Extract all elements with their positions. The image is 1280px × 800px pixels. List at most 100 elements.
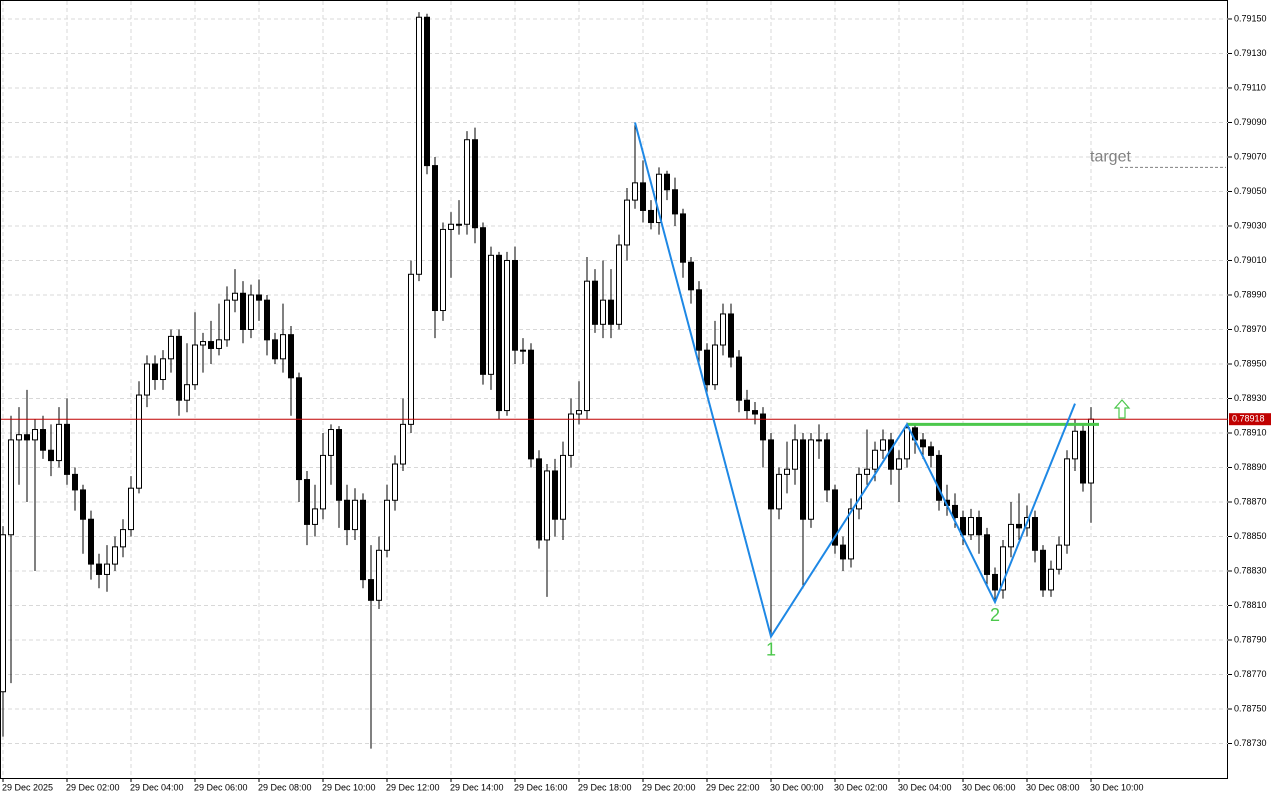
candle-body (280, 334, 286, 360)
x-tick-label: 30 Dec 00:00 (770, 782, 824, 792)
candle-body (680, 213, 686, 263)
candle-body (184, 384, 190, 401)
candle-body (336, 429, 342, 501)
x-tick-label: 29 Dec 16:00 (514, 782, 568, 792)
y-tick-label: 0.78870 (1234, 496, 1267, 506)
candle-body (968, 517, 974, 536)
candle-body (560, 454, 566, 520)
x-tick-label: 30 Dec 06:00 (962, 782, 1016, 792)
candle-body (592, 280, 598, 325)
x-tick-label: 29 Dec 2025 (2, 782, 53, 792)
candle-body (824, 439, 830, 491)
x-tick-label: 29 Dec 18:00 (578, 782, 632, 792)
y-tick-label: 0.78830 (1234, 565, 1267, 575)
candle-body (96, 563, 102, 575)
candle-body (856, 473, 862, 510)
candle-body (768, 439, 774, 510)
x-tick-label: 30 Dec 10:00 (1090, 782, 1144, 792)
candle-body (432, 165, 438, 312)
candle-body (112, 546, 118, 565)
x-tick-label: 29 Dec 08:00 (258, 782, 312, 792)
candle-body (696, 289, 702, 351)
candle-body (144, 363, 150, 396)
candle-body (24, 434, 30, 441)
candle-body (792, 439, 798, 470)
candle-body (344, 499, 350, 531)
candle-body (760, 413, 766, 441)
candle-body (600, 299, 606, 325)
candle-body (800, 439, 806, 520)
candle-body (728, 313, 734, 358)
candle-body (128, 487, 134, 531)
x-tick-label: 29 Dec 04:00 (130, 782, 184, 792)
candle-body (72, 473, 78, 491)
x-tick-label: 29 Dec 14:00 (450, 782, 504, 792)
y-tick-label: 0.79110 (1234, 82, 1266, 92)
candle-body (1032, 517, 1038, 551)
buy-arrow (1113, 399, 1131, 419)
candle-body (168, 335, 174, 360)
candle-body (208, 341, 214, 349)
candle-body (0, 534, 6, 693)
y-tick-label: 0.78890 (1234, 462, 1267, 472)
candle-body (832, 489, 838, 546)
candle-body (632, 182, 638, 201)
grid (1, 1, 1228, 778)
candle-body (472, 139, 478, 229)
candle-body (408, 273, 414, 425)
candle-body (608, 299, 614, 325)
candle-body (424, 16, 430, 167)
candle-body (224, 299, 230, 341)
y-tick-label: 0.79030 (1234, 220, 1267, 230)
candle-body (552, 470, 558, 520)
candle-body (896, 458, 902, 470)
candle-body (456, 223, 462, 226)
candle-body (40, 429, 46, 451)
pattern-point-label: 2 (990, 605, 1000, 625)
candle-body (1080, 430, 1086, 484)
candle-body (584, 280, 590, 412)
candle-body (936, 454, 942, 501)
candle-body (480, 227, 486, 375)
candle-body (1048, 568, 1054, 591)
candle-body (56, 423, 62, 462)
candle-body (384, 499, 390, 551)
y-tick-label: 0.78810 (1234, 600, 1267, 610)
candle-body (376, 549, 382, 601)
candle-body (288, 334, 294, 379)
y-tick-label: 0.79050 (1234, 186, 1267, 196)
y-tick-label: 0.79090 (1234, 117, 1267, 127)
candle-body (568, 413, 574, 456)
y-tick-label: 0.78730 (1234, 738, 1267, 748)
candle-body (1064, 458, 1070, 546)
candle-body (784, 468, 790, 475)
candle-body (808, 439, 814, 520)
candle-body (648, 209, 654, 224)
candle-body (752, 410, 758, 415)
candle-body (64, 423, 70, 475)
candle-body (312, 508, 318, 525)
candle-body (160, 358, 166, 381)
candle-body (928, 446, 934, 456)
candle-body (80, 489, 86, 520)
price-label: 0.78918 (1232, 414, 1265, 424)
candle-body (152, 363, 158, 381)
y-tick-label: 0.78850 (1234, 531, 1267, 541)
candle-body (232, 292, 238, 301)
x-tick-label: 29 Dec 20:00 (642, 782, 696, 792)
candle-body (576, 410, 582, 415)
candle-body (104, 563, 110, 575)
candle-body (200, 341, 206, 346)
candle-body (400, 423, 406, 465)
price-label-box (1229, 413, 1271, 426)
candle-body (1056, 544, 1062, 570)
candle-body (120, 529, 126, 548)
y-tick-label: 0.78970 (1234, 324, 1267, 334)
x-tick-label: 29 Dec 02:00 (66, 782, 120, 792)
candle-body (216, 339, 222, 349)
candle-body (48, 449, 54, 462)
candle-body (984, 534, 990, 575)
candle-body (872, 449, 878, 470)
candle-body (848, 508, 854, 560)
